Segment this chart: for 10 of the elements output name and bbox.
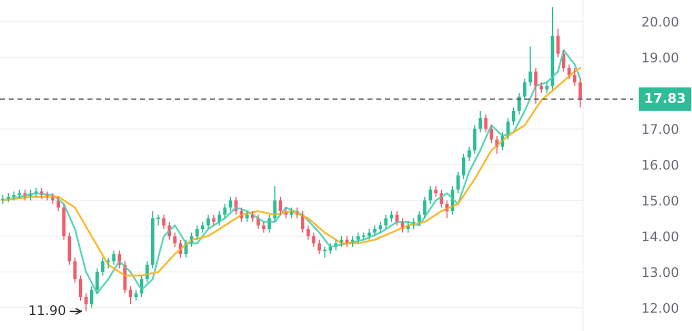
y-tick-label: 15.00 <box>642 196 678 206</box>
y-tick-label: 16.00 <box>642 160 678 170</box>
y-tick-label: 13.00 <box>642 267 678 278</box>
y-tick-label: 14.00 <box>642 231 678 242</box>
y-tick-label: 12.00 <box>642 302 678 313</box>
annotation: 11.90 <box>30 305 66 316</box>
y-tick-label: 19.00 <box>642 52 678 62</box>
y-tick-label: 20.00 <box>642 16 678 27</box>
ref-line-label: 17.83 <box>646 92 685 103</box>
y-tick-label: 17.00 <box>642 124 678 134</box>
